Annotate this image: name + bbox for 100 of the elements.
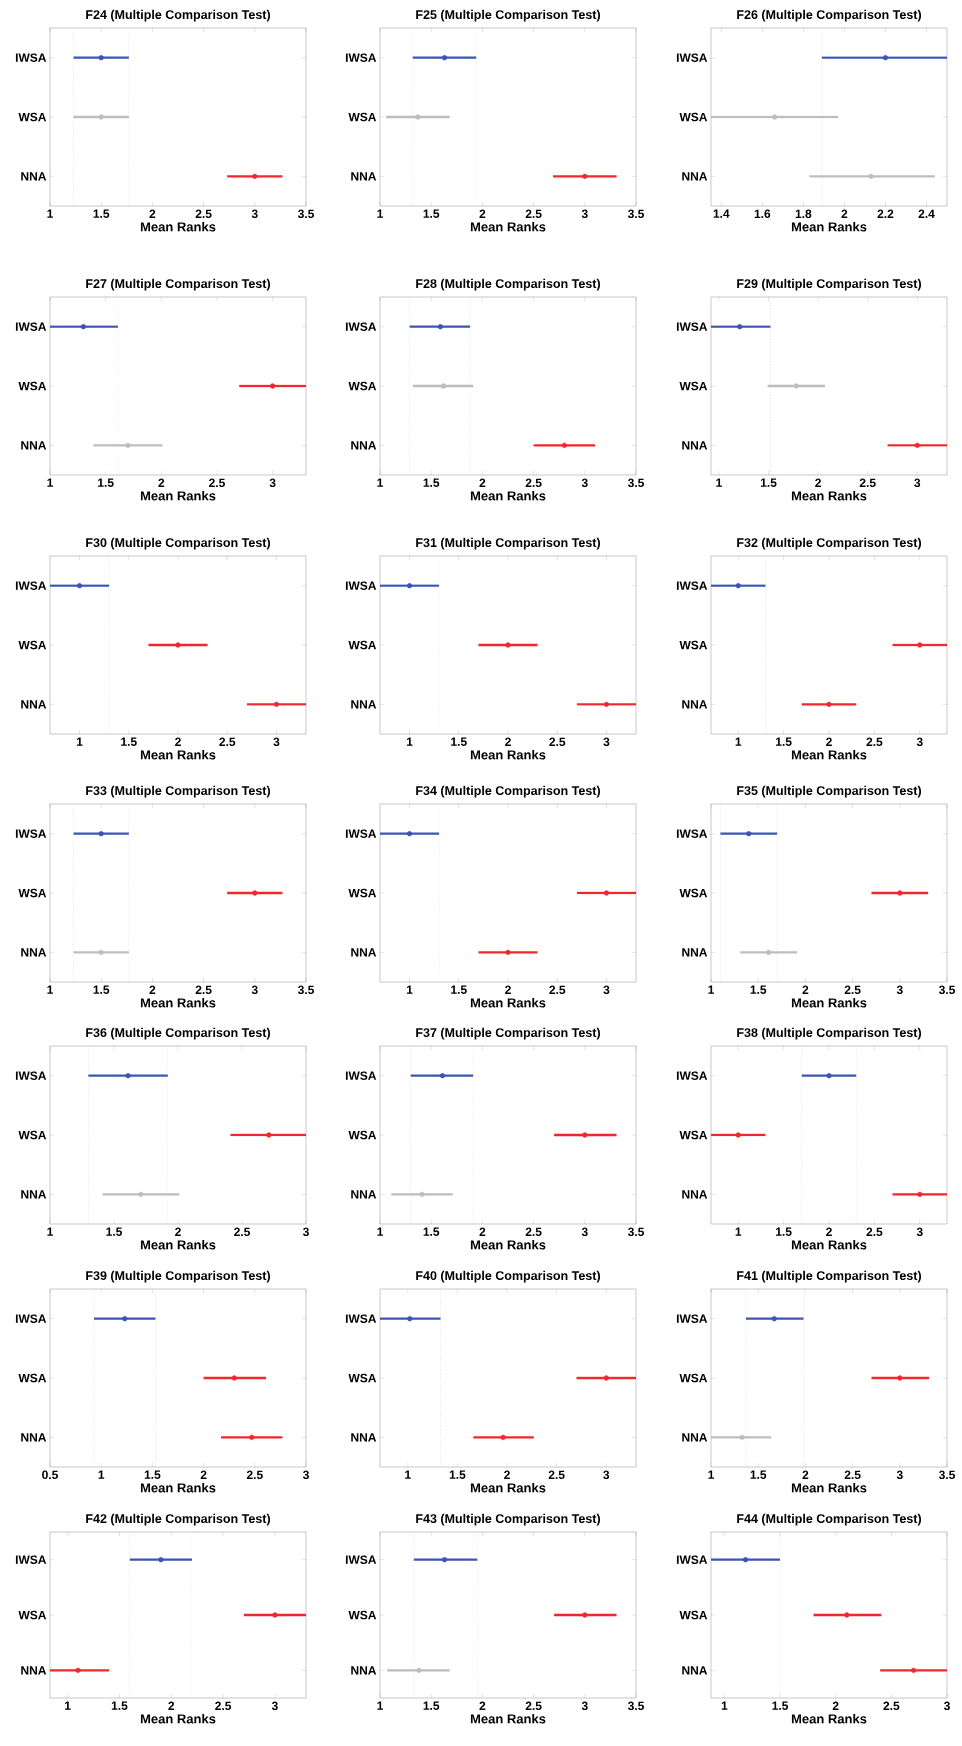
y-tick-label: IWSA [15, 322, 47, 331]
x-tick-label: 2.5 [548, 1470, 565, 1480]
x-tick-label: 1 [721, 1701, 728, 1710]
x-tick-label: 2 [479, 1701, 486, 1710]
x-tick-label: 1.5 [776, 737, 792, 746]
chart-title: F44 (Multiple Comparison Test) [737, 1513, 921, 1526]
y-tick-label: IWSA [15, 1314, 47, 1323]
y-tick-label: WSA [348, 112, 377, 122]
x-tick-label: 3.5 [297, 985, 314, 995]
y-tick-label: NNA [682, 1666, 708, 1675]
y-tick-label: IWSA [345, 829, 377, 838]
x-tick-label: 1 [377, 1701, 383, 1710]
x-tick-label: 3.5 [938, 985, 956, 995]
x-tick-label: 3 [302, 1227, 309, 1237]
x-tick-label: 2.5 [525, 1227, 542, 1237]
x-tick-label: 1 [735, 1227, 742, 1236]
x-axis-title: Mean Ranks [470, 1713, 546, 1724]
x-axis-title: Mean Ranks [470, 221, 546, 232]
x-tick-label: 1.5 [423, 209, 440, 218]
x-tick-label: 1 [377, 478, 383, 487]
x-tick-label: 2.5 [209, 478, 225, 488]
chart-title: F34 (Multiple Comparison Test) [416, 785, 600, 798]
chart-title: F36 (Multiple Comparison Test) [86, 1027, 270, 1040]
y-tick-label: IWSA [15, 53, 47, 62]
chart-title: F38 (Multiple Comparison Test) [737, 1027, 921, 1040]
chart-title: F26 (Multiple Comparison Test) [737, 9, 921, 22]
chart-title: F30 (Multiple Comparison Test) [86, 537, 270, 550]
x-tick-label: 1.5 [776, 1227, 792, 1236]
x-tick-label: 3.5 [297, 209, 314, 219]
x-tick-label: 1 [47, 1227, 53, 1236]
x-tick-label: 2 [175, 737, 181, 746]
x-tick-label: 1 [405, 1470, 411, 1479]
x-tick-label: 1 [708, 1470, 715, 1479]
x-tick-label: 2 [175, 1227, 181, 1236]
y-tick-label: IWSA [676, 829, 708, 838]
x-tick-label: 2.5 [525, 1701, 542, 1711]
x-tick-label: 2 [200, 1470, 207, 1479]
x-tick-label: 3 [581, 209, 588, 219]
x-tick-label: 1 [47, 478, 53, 487]
y-tick-label: WSA [348, 381, 377, 391]
x-tick-label: 1 [377, 209, 383, 218]
y-tick-label: WSA [679, 1130, 708, 1140]
x-tick-label: 1.5 [106, 1227, 122, 1236]
chart-title: F39 (Multiple Comparison Test) [86, 1270, 270, 1283]
x-tick-label: 2 [841, 209, 848, 218]
y-tick-label: NNA [682, 948, 708, 957]
x-tick-label: 1.5 [451, 985, 467, 994]
x-tick-label: 1.5 [98, 478, 114, 487]
chart-title: F37 (Multiple Comparison Test) [416, 1027, 600, 1040]
y-tick-label: WSA [679, 1610, 708, 1620]
y-tick-label: IWSA [345, 1314, 377, 1323]
x-tick-label: 1 [65, 1701, 71, 1710]
x-axis-title: Mean Ranks [791, 997, 867, 1008]
y-tick-label: IWSA [676, 1314, 708, 1323]
x-axis-title: Mean Ranks [470, 490, 546, 501]
y-tick-label: NNA [351, 441, 377, 450]
x-axis-title: Mean Ranks [140, 997, 216, 1008]
x-tick-label: 3 [914, 478, 921, 488]
y-tick-label: WSA [679, 640, 708, 650]
x-tick-label: 1.5 [423, 1701, 440, 1710]
x-tick-label: 2.5 [844, 985, 861, 995]
x-axis-title: Mean Ranks [140, 1239, 216, 1250]
y-tick-label: NNA [351, 700, 377, 709]
chart-title: F43 (Multiple Comparison Test) [416, 1513, 600, 1526]
x-tick-label: 2.5 [215, 1701, 232, 1711]
chart-title: F28 (Multiple Comparison Test) [416, 278, 600, 291]
x-axis-title: Mean Ranks [791, 749, 867, 760]
chart-title: F40 (Multiple Comparison Test) [416, 1270, 600, 1283]
x-axis-title: Mean Ranks [470, 997, 546, 1008]
x-tick-label: 3 [251, 209, 258, 219]
y-tick-label: NNA [682, 1433, 708, 1442]
y-tick-label: WSA [18, 1130, 47, 1140]
y-tick-label: WSA [679, 112, 708, 122]
x-tick-label: 2 [826, 1227, 832, 1236]
x-tick-label: 1.5 [93, 209, 110, 218]
x-tick-label: 1.5 [772, 1701, 789, 1710]
chart-title: F33 (Multiple Comparison Test) [86, 785, 270, 798]
x-axis-title: Mean Ranks [791, 490, 867, 501]
chart-title: F31 (Multiple Comparison Test) [416, 537, 600, 550]
x-tick-label: 2.5 [549, 737, 566, 747]
x-tick-label: 3 [302, 1470, 309, 1480]
y-tick-label: WSA [348, 888, 377, 898]
y-tick-label: NNA [21, 700, 47, 709]
chart-title: F35 (Multiple Comparison Test) [737, 785, 921, 798]
y-tick-label: NNA [21, 1190, 47, 1199]
y-tick-label: NNA [682, 1190, 708, 1199]
x-tick-label: 1 [406, 985, 413, 994]
x-tick-label: 3 [603, 985, 610, 995]
y-tick-label: NNA [351, 172, 377, 181]
x-tick-label: 1 [406, 737, 413, 746]
y-tick-label: WSA [18, 640, 47, 650]
x-axis-title: Mean Ranks [140, 490, 216, 501]
x-axis-title: Mean Ranks [140, 1713, 216, 1724]
x-tick-label: 3 [943, 1701, 950, 1711]
y-tick-label: NNA [351, 1433, 377, 1442]
y-tick-label: NNA [351, 1190, 377, 1199]
x-tick-label: 2.5 [549, 985, 566, 995]
x-tick-label: 2 [479, 1227, 486, 1236]
x-tick-label: 3 [581, 1701, 588, 1711]
x-axis-title: Mean Ranks [470, 749, 546, 760]
